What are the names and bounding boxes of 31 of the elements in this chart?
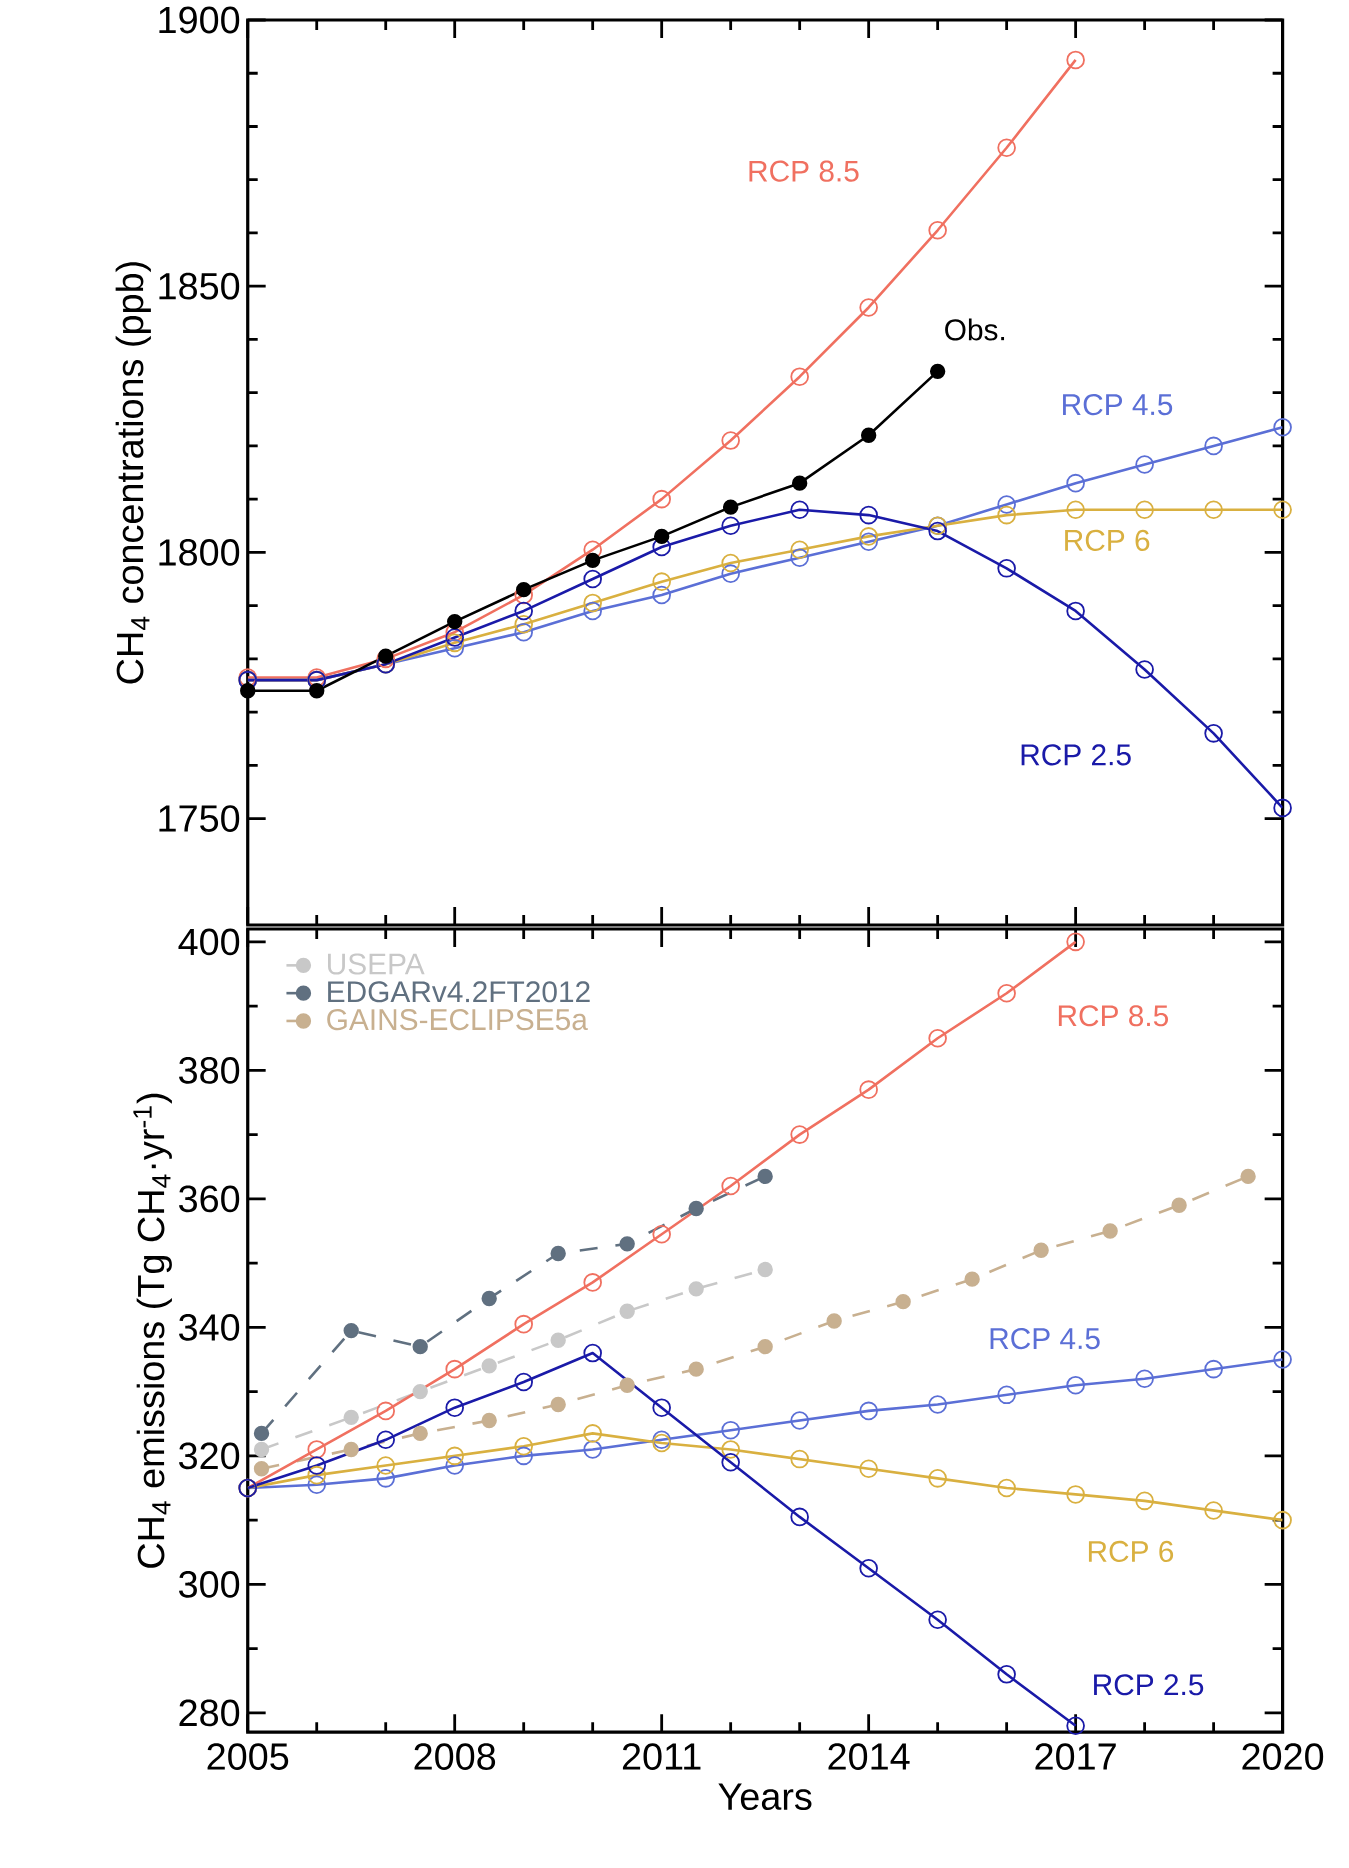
series-label: RCP 2.5 [1094, 1674, 1204, 1696]
y-tick-label: 1750 [159, 805, 240, 832]
y-tick-label: 380 [179, 1056, 240, 1084]
legend-label: EDGARv4.2FT2012 [328, 981, 590, 1003]
series-label: Obs. [945, 318, 1005, 341]
x-tick-label: 2008 [414, 1743, 496, 1770]
x-tick-label: 2017 [1035, 1743, 1117, 1770]
y-axis-title: CH$_{4}$ concentrations (ppb) [115, 262, 152, 684]
y-tick-label: 300 [179, 1570, 240, 1598]
y-tick-label: 340 [179, 1313, 240, 1341]
y-tick-label: 400 [178, 928, 240, 956]
y-tick-label: 320 [179, 1442, 240, 1470]
x-tick-label: 2014 [828, 1743, 910, 1770]
y-tick-label: 280 [179, 1699, 240, 1727]
y-tick-label: 1900 [159, 6, 240, 34]
series-label: RCP 8.5 [1059, 1005, 1169, 1027]
x-axis-title: Years [718, 1783, 812, 1810]
text: RCP 8.5 [749, 160, 859, 182]
text: RCP 2.5 [1021, 744, 1131, 766]
x-tick-label: 2011 [623, 1743, 701, 1770]
y-axis-title: CH$_{4}$ emissions (Tg CH$_{4}$·yr$^{-1}$) [133, 1093, 173, 1568]
x-tick-label: 2020 [1242, 1743, 1324, 1770]
x-tick-label: 2005 [207, 1743, 289, 1770]
series-label: RCP 4.5 [1063, 394, 1173, 416]
legend-label: GAINS-ECLIPSE5a [327, 1009, 589, 1031]
y-tick-label: 360 [179, 1185, 240, 1213]
series-label: RCP 4.5 [990, 1328, 1100, 1350]
series-label: RCP 6 [1065, 529, 1150, 551]
series-label: RCP 6 [1089, 1540, 1174, 1562]
y-tick-label: 1850 [159, 272, 240, 300]
y-tick-label: 1800 [159, 538, 240, 566]
